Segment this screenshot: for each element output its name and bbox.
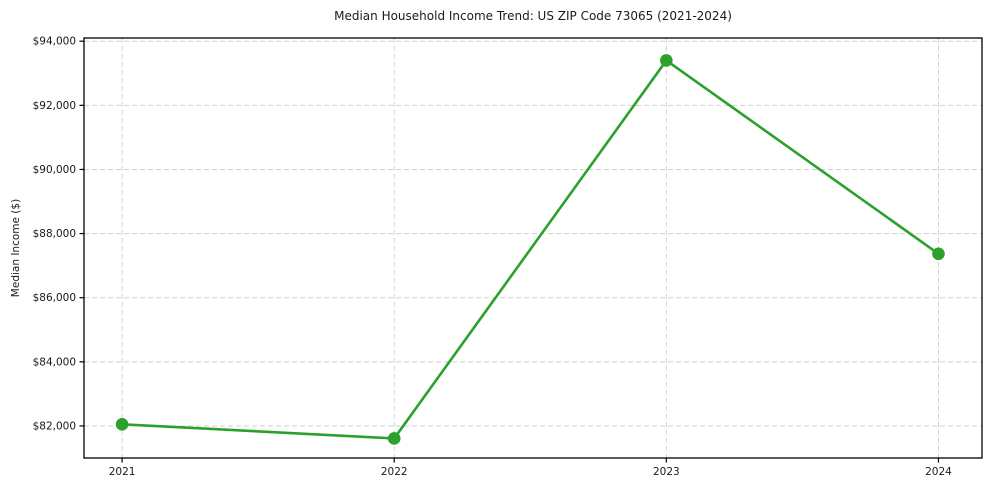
data-point-marker — [660, 54, 673, 67]
y-tick-label: $92,000 — [33, 100, 76, 112]
data-point-marker — [387, 432, 401, 445]
chart-title: Median Household Income Trend: US ZIP Co… — [334, 9, 732, 23]
plot-border — [83, 37, 983, 459]
y-tick-label: $82,000 — [33, 420, 76, 432]
y-tick-label: $94,000 — [33, 36, 76, 48]
data-point-marker — [115, 418, 129, 431]
y-tick-label: $88,000 — [33, 228, 76, 240]
x-tick-label: 2021 — [109, 466, 136, 478]
y-tick-label: $86,000 — [33, 292, 76, 304]
x-tick-label: 2022 — [381, 466, 408, 478]
trend-line — [120, 59, 940, 440]
y-tick-label: $84,000 — [33, 356, 76, 368]
x-tick-label: 2023 — [653, 466, 680, 478]
y-tick-label: $90,000 — [33, 164, 76, 176]
x-tick-label: 2024 — [925, 466, 952, 478]
data-point-marker — [932, 247, 945, 261]
